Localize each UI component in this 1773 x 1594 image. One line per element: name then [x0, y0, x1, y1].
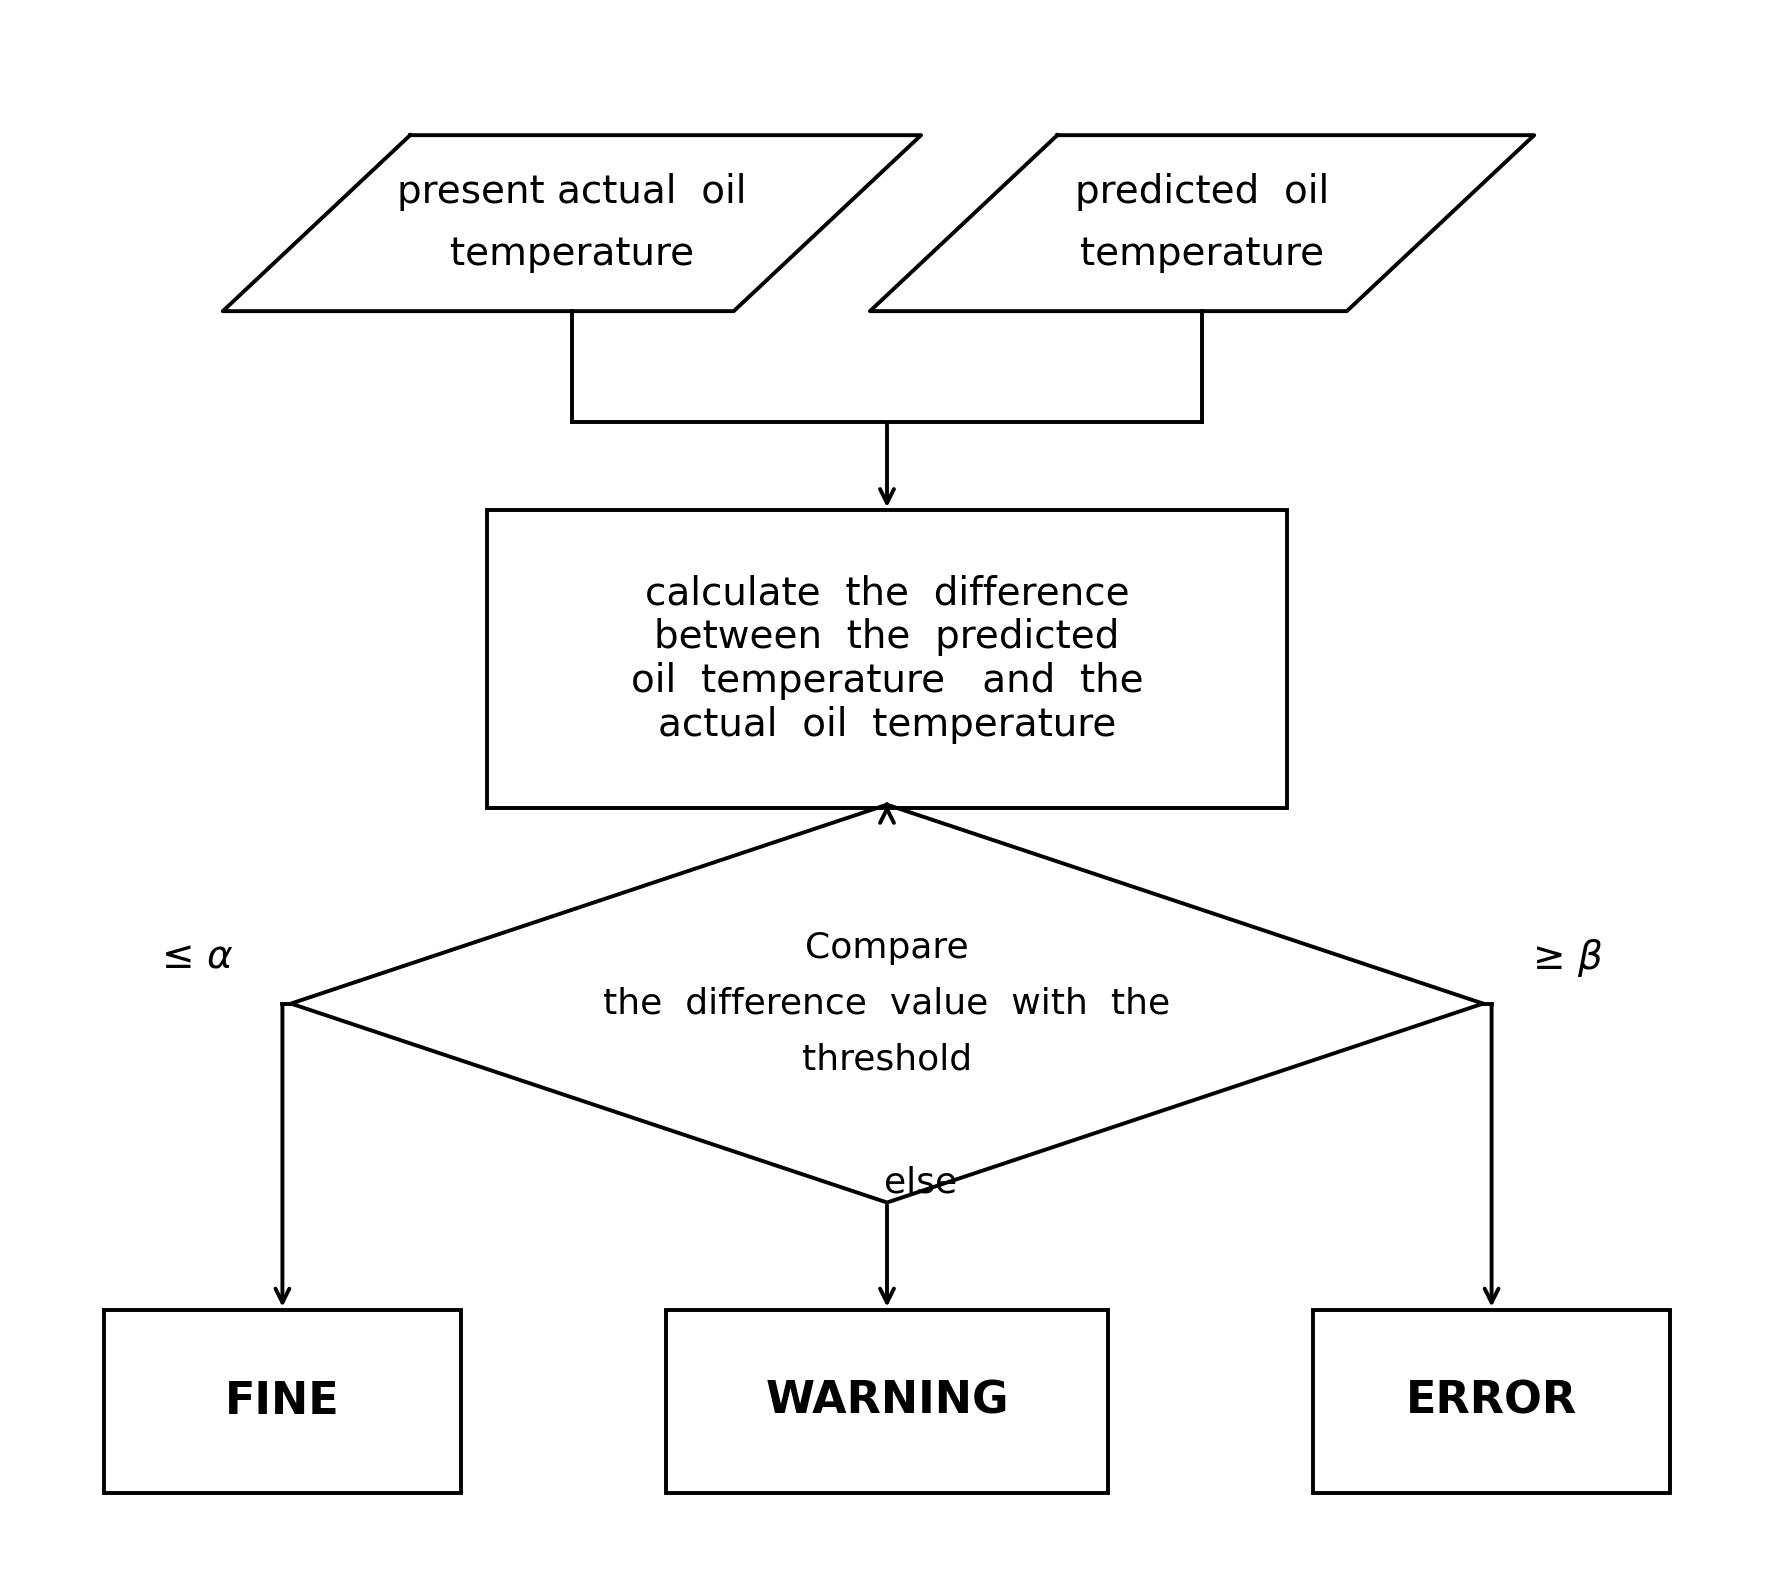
Text: else: else [885, 1165, 957, 1200]
Text: present actual  oil
temperature: present actual oil temperature [397, 174, 746, 273]
Text: ≥ β: ≥ β [1532, 939, 1603, 977]
Bar [486, 510, 1287, 808]
Text: predicted  oil
temperature: predicted oil temperature [1074, 174, 1328, 273]
Text: WARNING: WARNING [764, 1380, 1009, 1423]
Bar [1312, 1310, 1670, 1494]
Text: ≤ α: ≤ α [161, 939, 232, 977]
Bar [103, 1310, 461, 1494]
Text: ERROR: ERROR [1406, 1380, 1576, 1423]
Bar [665, 1310, 1108, 1494]
Text: calculate  the  difference
between  the  predicted
oil  temperature   and  the
a: calculate the difference between the pre… [631, 574, 1142, 744]
Text: FINE: FINE [225, 1380, 340, 1423]
Text: Compare
the  difference  value  with  the
threshold: Compare the difference value with the th… [603, 931, 1170, 1076]
